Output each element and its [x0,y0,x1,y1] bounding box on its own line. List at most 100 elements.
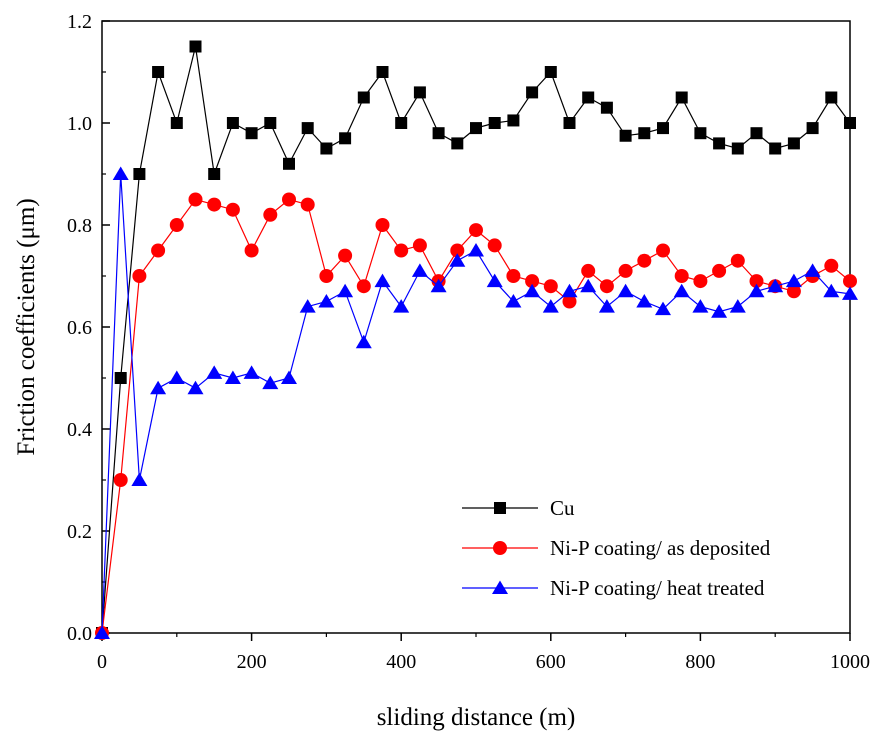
data-point [543,279,558,294]
data-point [318,294,335,308]
x-tick-label: 200 [237,651,267,673]
data-point [656,243,670,258]
data-point [655,301,671,316]
data-point [470,122,482,135]
data-point [825,91,838,104]
legend-item: Ni-P coating/ heat treated [462,576,765,600]
data-point [449,253,466,267]
data-point [357,91,370,104]
data-point [842,286,858,300]
legend-label: Cu [550,496,575,520]
data-point [207,197,222,212]
data-point [187,380,204,395]
data-point [151,243,166,258]
data-point [206,365,223,379]
data-point [618,263,633,278]
data-point [451,137,464,150]
data-point [114,372,127,384]
data-point [468,243,484,257]
data-point [189,40,202,53]
x-tick-label: 1000 [830,651,870,673]
data-point [507,114,520,127]
data-point [581,263,596,278]
data-point [731,142,744,155]
data-point [113,473,128,487]
y-tick-label: 1.0 [67,113,92,135]
y-axis: 0.0 0.2 0.4 0.6 0.8 1.0 1.2 [67,11,110,645]
x-tick-label: 600 [536,651,566,673]
data-point [806,122,819,135]
legend-item: Ni-P coating/ as deposited [462,536,771,560]
data-point [319,269,334,283]
data-point [395,117,408,129]
data-point [525,274,540,289]
data-point [243,365,260,379]
data-point [282,192,296,207]
data-point [170,117,183,129]
data-point [337,283,354,298]
data-point [487,238,502,253]
data-point [226,117,239,129]
data-point [580,278,597,293]
data-point [713,137,726,150]
legend-item: Cu [462,496,575,520]
data-point [730,253,745,268]
data-point [544,66,557,78]
data-point [355,334,372,349]
data-point [488,117,501,129]
data-point [150,380,167,395]
data-point [526,86,539,99]
data-point [786,284,801,299]
data-point [411,263,428,277]
data-point [112,166,129,180]
data-point [263,207,278,222]
data-point [673,283,690,298]
x-tick-label: 0 [97,651,107,673]
y-tick-label: 1.2 [67,11,92,33]
data-point [637,253,652,268]
legend: Cu Ni-P coating/ as deposited Ni-P coating… [462,496,771,600]
series-2 [94,166,858,639]
data-point [281,370,297,384]
legend-label: Ni-P coating/ heat treated [550,576,765,600]
data-point [94,625,110,639]
data-point [300,197,315,212]
data-point [542,299,559,313]
data-point [283,157,295,170]
series-0 [96,40,856,639]
y-tick-label: 0.0 [67,623,92,645]
data-point [376,66,389,78]
legend-marker [492,580,508,594]
data-point [262,375,279,390]
data-point [356,279,371,294]
data-point [674,269,689,283]
data-point [712,263,727,278]
y-tick-label: 0.8 [67,215,92,237]
data-point [561,283,578,298]
legend-label: Ni-P coating/ as deposited [550,536,771,560]
y-axis-title: Friction coefficients (μm) [13,198,40,455]
data-point [168,370,185,384]
data-point [843,274,857,289]
data-point [563,117,576,129]
data-point [338,248,353,263]
data-point [301,122,314,135]
data-point [600,101,613,114]
y-tick-label: 0.4 [67,419,92,441]
data-point [692,299,709,313]
series-line [101,173,851,634]
data-point [562,294,577,309]
series-layer [94,40,858,640]
data-point [785,273,802,288]
data-point [412,238,427,253]
data-point [767,278,784,293]
data-point [582,91,595,104]
data-point [432,127,445,140]
data-point [299,299,316,313]
data-point [133,168,146,180]
data-point [675,91,688,104]
data-point [638,127,651,140]
data-point [598,299,615,313]
data-point [264,117,277,129]
